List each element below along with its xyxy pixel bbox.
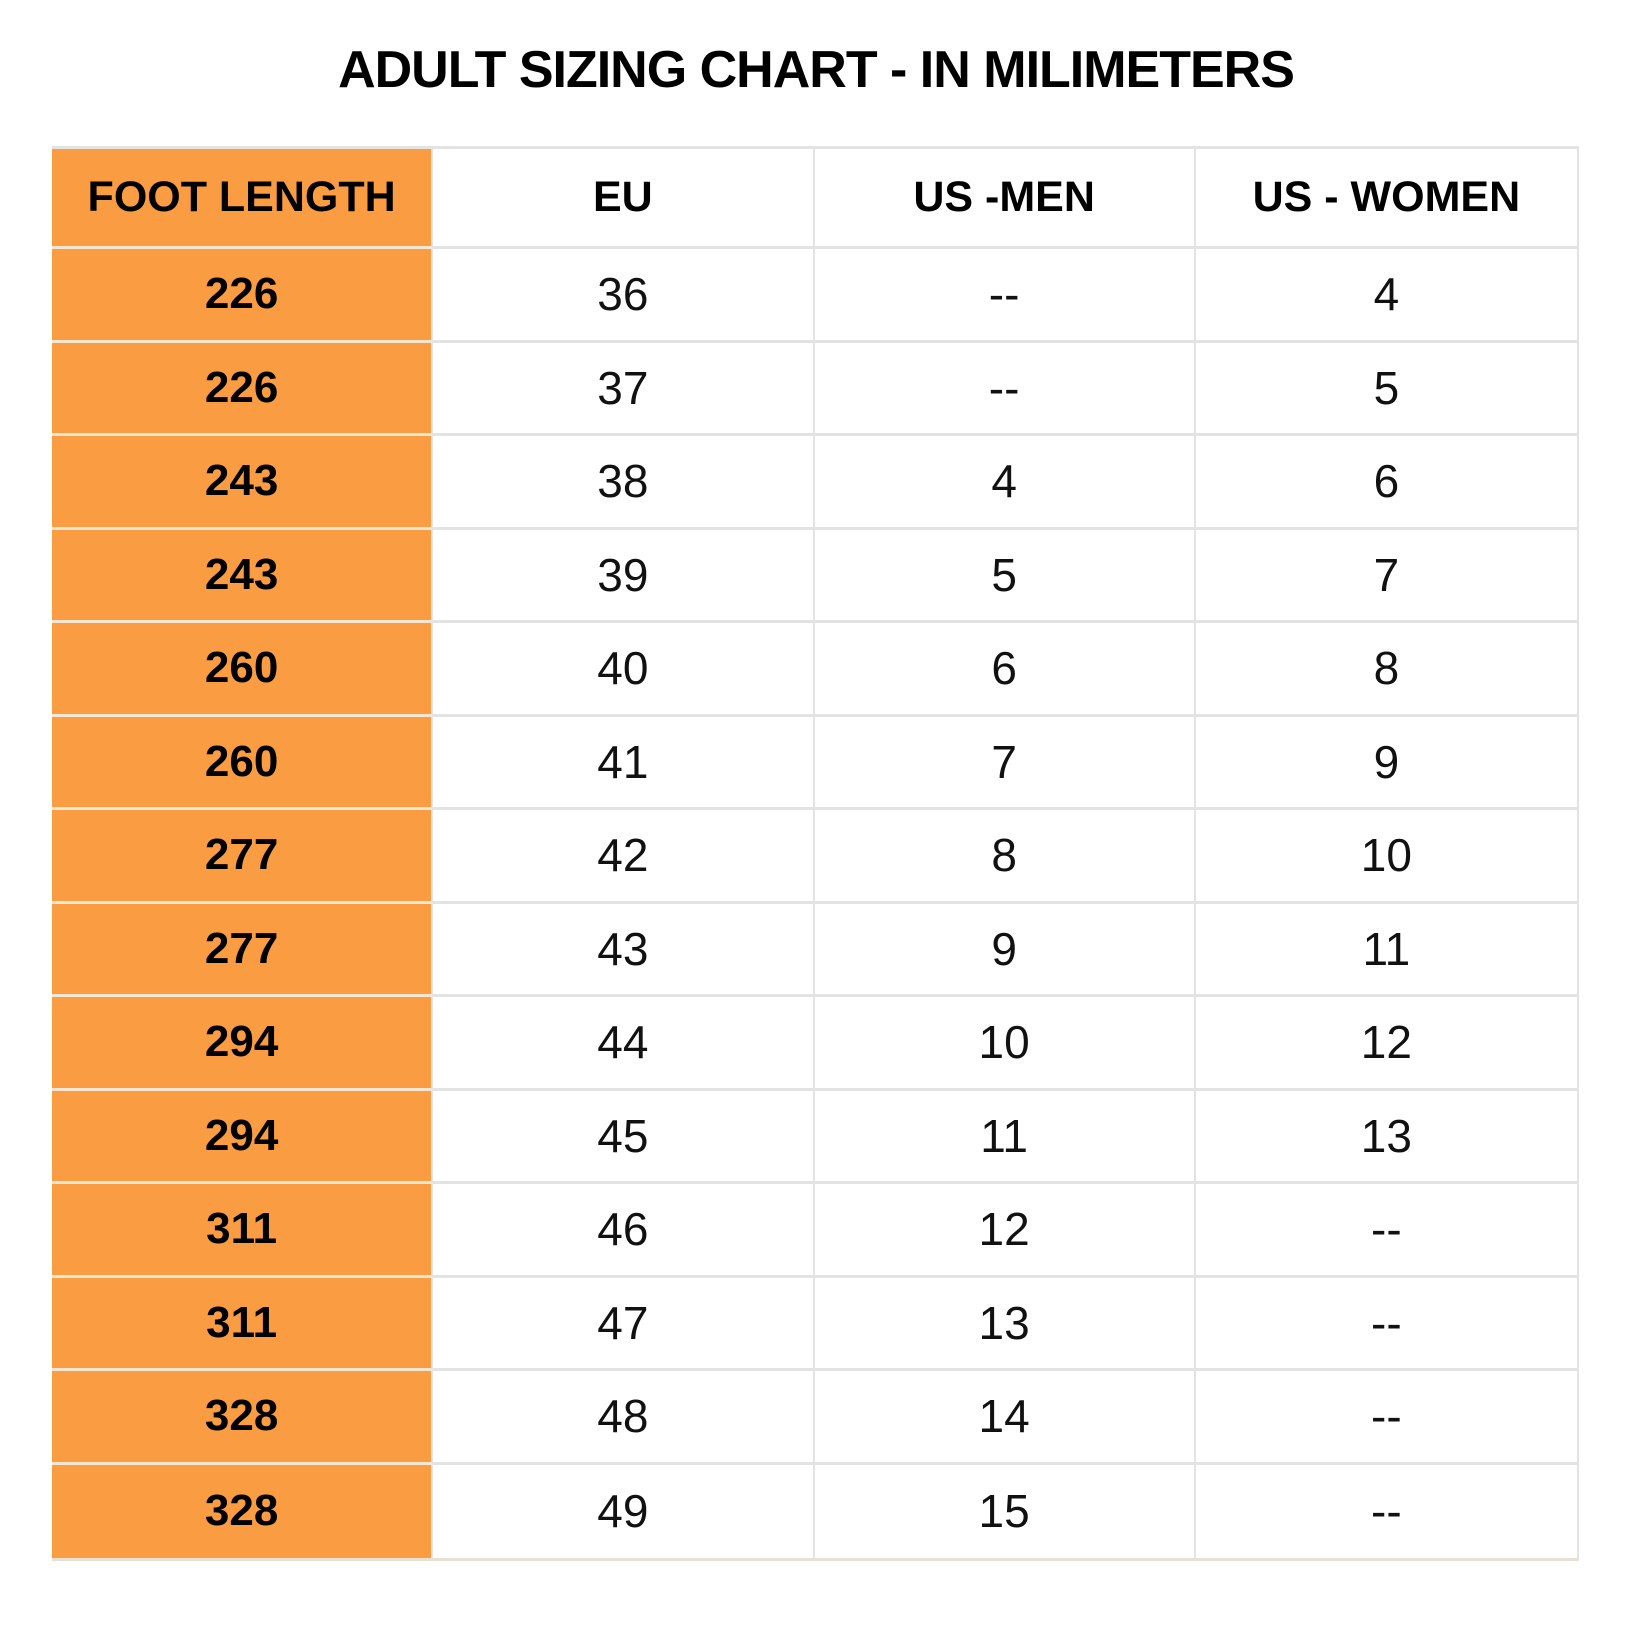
cell-us-men: 15 <box>814 1464 1196 1558</box>
cell-eu: 48 <box>433 1371 815 1465</box>
cell-eu: 44 <box>433 997 815 1091</box>
cell-us-women: -- <box>1195 1184 1577 1278</box>
page-title: ADULT SIZING CHART - IN MILIMETERS <box>338 41 1295 99</box>
table-row: 328 49 15 -- <box>52 1464 1577 1558</box>
cell-us-women: -- <box>1195 1371 1577 1465</box>
cell-us-men: -- <box>814 249 1196 343</box>
cell-eu: 43 <box>433 903 815 997</box>
cell-us-women: 13 <box>1195 1090 1577 1184</box>
table-row: 311 47 13 -- <box>52 1277 1577 1371</box>
header-foot-length: FOOT LENGTH <box>52 149 434 249</box>
cell-foot-length: 277 <box>52 903 434 997</box>
cell-us-men: 7 <box>814 716 1196 810</box>
header-us-women: US - WOMEN <box>1195 149 1577 249</box>
cell-eu: 47 <box>433 1277 815 1371</box>
cell-foot-length: 328 <box>52 1464 434 1558</box>
cell-us-women: 11 <box>1195 903 1577 997</box>
cell-eu: 42 <box>433 810 815 904</box>
cell-us-men: 11 <box>814 1090 1196 1184</box>
cell-us-women: 5 <box>1195 342 1577 436</box>
cell-foot-length: 243 <box>52 529 434 623</box>
cell-us-women: -- <box>1195 1277 1577 1371</box>
cell-us-men: 12 <box>814 1184 1196 1278</box>
cell-eu: 38 <box>433 436 815 530</box>
cell-foot-length: 260 <box>52 716 434 810</box>
cell-us-men: 14 <box>814 1371 1196 1465</box>
cell-foot-length: 226 <box>52 342 434 436</box>
cell-foot-length: 226 <box>52 249 434 343</box>
header-eu: EU <box>433 149 815 249</box>
table-row: 226 37 -- 5 <box>52 342 1577 436</box>
cell-us-men: 10 <box>814 997 1196 1091</box>
cell-foot-length: 260 <box>52 623 434 717</box>
table-row: 260 40 6 8 <box>52 623 1577 717</box>
header-row: FOOT LENGTH EU US -MEN US - WOMEN <box>52 149 1577 249</box>
cell-eu: 36 <box>433 249 815 343</box>
cell-foot-length: 294 <box>52 1090 434 1184</box>
cell-us-men: -- <box>814 342 1196 436</box>
header-us-men: US -MEN <box>814 149 1196 249</box>
cell-foot-length: 294 <box>52 997 434 1091</box>
cell-us-men: 8 <box>814 810 1196 904</box>
table-row: 277 43 9 11 <box>52 903 1577 997</box>
cell-eu: 37 <box>433 342 815 436</box>
table-row: 226 36 -- 4 <box>52 249 1577 343</box>
sizing-table: FOOT LENGTH EU US -MEN US - WOMEN 226 36-… <box>52 146 1579 1561</box>
table-row: 260 41 7 9 <box>52 716 1577 810</box>
cell-eu: 46 <box>433 1184 815 1278</box>
cell-us-women: 8 <box>1195 623 1577 717</box>
cell-eu: 45 <box>433 1090 815 1184</box>
cell-foot-length: 311 <box>52 1184 434 1278</box>
cell-foot-length: 277 <box>52 810 434 904</box>
cell-us-women: 7 <box>1195 529 1577 623</box>
cell-us-men: 4 <box>814 436 1196 530</box>
cell-foot-length: 311 <box>52 1277 434 1371</box>
cell-us-women: -- <box>1195 1464 1577 1558</box>
cell-us-men: 6 <box>814 623 1196 717</box>
cell-foot-length: 328 <box>52 1371 434 1465</box>
cell-us-men: 13 <box>814 1277 1196 1371</box>
cell-us-men: 9 <box>814 903 1196 997</box>
table-row: 294 45 11 13 <box>52 1090 1577 1184</box>
cell-us-women: 12 <box>1195 997 1577 1091</box>
cell-eu: 40 <box>433 623 815 717</box>
table-row: 311 46 12 -- <box>52 1184 1577 1278</box>
table-row: 294 44 10 12 <box>52 997 1577 1091</box>
cell-us-women: 10 <box>1195 810 1577 904</box>
table-row: 243 39 5 7 <box>52 529 1577 623</box>
cell-eu: 49 <box>433 1464 815 1558</box>
cell-eu: 39 <box>433 529 815 623</box>
cell-eu: 41 <box>433 716 815 810</box>
cell-foot-length: 243 <box>52 436 434 530</box>
cell-us-women: 4 <box>1195 249 1577 343</box>
table-row: 277 42 8 10 <box>52 810 1577 904</box>
cell-us-women: 9 <box>1195 716 1577 810</box>
cell-us-women: 6 <box>1195 436 1577 530</box>
table-row: 243 38 4 6 <box>52 436 1577 530</box>
table-row: 328 48 14 -- <box>52 1371 1577 1465</box>
cell-us-men: 5 <box>814 529 1196 623</box>
